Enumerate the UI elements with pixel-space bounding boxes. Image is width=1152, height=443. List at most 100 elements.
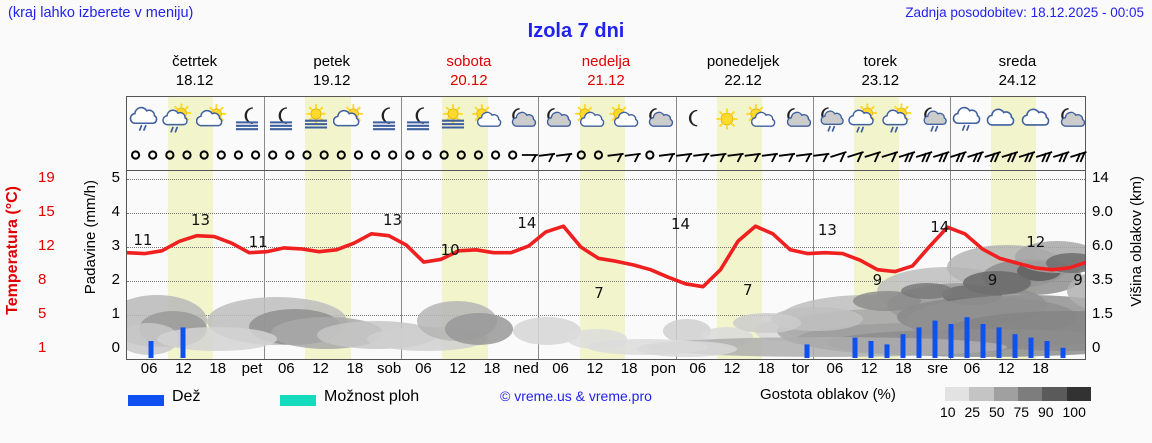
- x-tick-label: 18: [620, 360, 638, 377]
- day-name: sreda: [998, 53, 1037, 70]
- last-update-label: Zadnja posodobitev: 18.12.2025 - 00:05: [905, 5, 1144, 20]
- x-tick-label: 06: [826, 360, 844, 377]
- cloud-density-tick: 90: [1038, 404, 1054, 420]
- day-header-6: torek 23.12: [812, 52, 949, 90]
- day-name: petek: [313, 53, 351, 70]
- x-tick-label: 06: [963, 360, 981, 377]
- x-tick-label: 12: [586, 360, 604, 377]
- showers-swatch: [280, 395, 316, 406]
- precipitation-tick: 4: [111, 203, 120, 220]
- showers-legend-label: Možnost ploh: [324, 388, 420, 405]
- weather-icon-row: [126, 96, 1086, 142]
- day-date: 22.12: [724, 72, 762, 89]
- weather-icon-cloud-rain: [950, 102, 984, 136]
- wind-barbs: [130, 150, 1087, 163]
- weather-icon-moon-cloud: [539, 102, 573, 136]
- day-header-5: ponedeljek 22.12: [675, 52, 812, 90]
- x-tick-label: 06: [415, 360, 432, 377]
- x-tick-label: pon: [650, 360, 676, 377]
- weather-icon-moon-cloud: [504, 102, 538, 136]
- weather-icon-moon: [676, 102, 710, 136]
- x-tick-label: 18: [209, 360, 227, 377]
- x-tick-label: pet: [241, 360, 263, 377]
- temperature-label: 7: [594, 284, 604, 302]
- cloud-density-tick: 100: [1062, 404, 1086, 420]
- x-tick-label: 12: [723, 360, 741, 377]
- cloud-density-step: [993, 387, 1018, 401]
- cloud-density-tick: 10: [940, 404, 956, 420]
- day-separator: [538, 142, 540, 170]
- day-date: 24.12: [998, 72, 1037, 89]
- x-tick-label: 12: [449, 360, 467, 377]
- weather-icon-sun-fog: [299, 102, 333, 136]
- temperature-tick: 15: [38, 203, 55, 220]
- legend: Dež Možnost ploh: [0, 386, 1152, 436]
- weather-icon-sun: [710, 102, 744, 136]
- weather-icon-sun-cloud: [607, 102, 641, 136]
- weather-icon-sun-cloud: [744, 102, 778, 136]
- day-separator: [812, 142, 814, 170]
- day-separator: [949, 142, 951, 170]
- cloud-density-tick: 50: [989, 404, 1005, 420]
- precipitation-axis-title: Padavine (mm/h): [82, 180, 99, 295]
- temperature-axis-title: Temperatura (°C): [4, 186, 21, 315]
- day-separator: [264, 171, 266, 359]
- weather-icon-sun-fog: [436, 102, 470, 136]
- weather-icon-cloud-sun: [195, 102, 230, 136]
- day-header-4: nedelja 21.12: [537, 52, 674, 90]
- temperature-label: 14: [671, 215, 691, 233]
- x-tick-label: 12: [997, 360, 1015, 377]
- day-separator: [401, 142, 403, 170]
- day-name: nedelja: [581, 53, 631, 70]
- copyright-link[interactable]: © vreme.us & vreme.pro: [500, 388, 652, 404]
- weather-icon-moon-fog: [401, 102, 435, 136]
- day-name: sobota: [446, 53, 492, 70]
- page-title: Izola 7 dni: [527, 20, 625, 42]
- gridline: [127, 281, 1085, 282]
- gridline: [127, 247, 1085, 248]
- day-separator: [675, 142, 677, 170]
- day-separator: [401, 171, 403, 359]
- x-tick-label: sre: [927, 360, 949, 377]
- day-separator: [538, 97, 540, 142]
- rain-legend-label: Dež: [172, 388, 201, 405]
- day-header-7: sreda 24.12: [949, 52, 1086, 90]
- cloud-density-step: [1066, 387, 1091, 401]
- day-separator: [812, 171, 814, 359]
- day-name: ponedeljek: [706, 53, 780, 70]
- x-tick-label: sob: [377, 360, 402, 377]
- cloudheight-tick: 1.5: [1092, 305, 1113, 322]
- precipitation-tick: 2: [111, 271, 120, 288]
- cloudheight-axis-title: Višina oblakov (km): [1128, 176, 1145, 307]
- cloud-density-legend-title: Gostota oblakov (%): [760, 386, 896, 403]
- x-axis-labels: 06 12 18 pet 06 12 18 sob 06 12 18 ned 06 12 18 pon 06 12…: [126, 360, 1086, 382]
- precipitation-tick: 5: [111, 169, 120, 186]
- day-header-row: četrtek 18.12 petek 19.12 sobota 20.12 nedelja…: [126, 52, 1086, 94]
- weather-icon-cloud-rain: [127, 102, 161, 136]
- daylight-band: [579, 171, 625, 359]
- weather-icon-moon-cloud-rain: [916, 102, 950, 136]
- weather-icon-moon-fog: [367, 102, 401, 136]
- day-header-3: sobota 20.12: [400, 52, 537, 90]
- day-separator: [264, 97, 266, 142]
- weather-icon-moon-cloud: [641, 102, 675, 136]
- cloud-density-tick: 75: [1013, 404, 1030, 420]
- temperature-label: 7: [743, 281, 753, 299]
- weather-icon-sun-cloud: [470, 102, 504, 136]
- temperature-label: 9: [987, 271, 998, 289]
- weather-icon-cloud-sun: [332, 102, 367, 136]
- temperature-label: 13: [191, 211, 211, 229]
- day-date: 20.12: [450, 72, 488, 89]
- weather-icon-moon-cloud: [779, 102, 813, 136]
- cloud-density-step: [945, 387, 970, 401]
- temperature-label: 11: [133, 231, 153, 249]
- weather-icon-moon-fog: [230, 102, 264, 136]
- temperature-label: 13: [817, 221, 837, 239]
- x-tick-label: ned: [513, 360, 539, 377]
- temperature-label: 12: [1026, 233, 1046, 251]
- day-separator: [812, 97, 814, 142]
- cloudheight-tick: 3.5: [1092, 271, 1113, 288]
- temperature-label: 9: [872, 271, 883, 289]
- day-name: torek: [863, 53, 897, 70]
- rain-swatch: [128, 395, 164, 406]
